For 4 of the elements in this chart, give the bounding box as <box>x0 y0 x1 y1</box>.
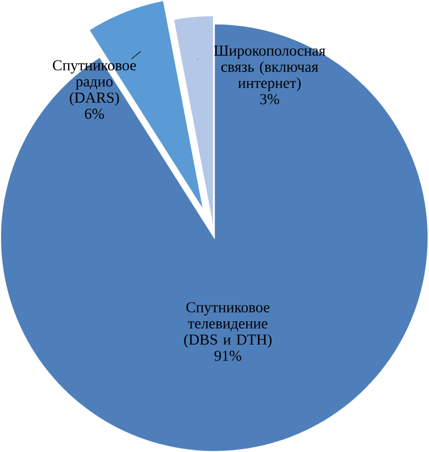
data-label: 6% <box>85 108 104 119</box>
data-label: 3% <box>260 94 280 104</box>
data-label: 91% <box>214 350 242 361</box>
slice-label: Спутниковое телевидение (DBS и DTH) <box>184 302 272 348</box>
